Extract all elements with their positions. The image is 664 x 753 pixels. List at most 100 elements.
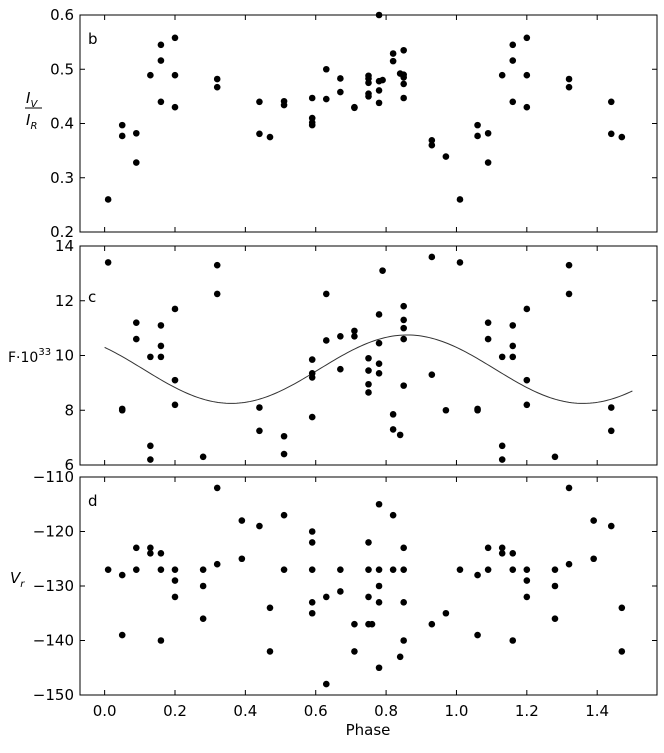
panel-c-data-point [322,337,330,344]
panel-b-y-tick-label: 0.4 [50,115,74,133]
panel-b-data-point [389,50,397,57]
panel-b-data-point [308,94,316,102]
panel-d-data-point [337,588,344,595]
panel-d-data-point [618,604,626,612]
panel-b-data-point [484,159,492,166]
panel-c-data-point [400,324,407,332]
panel-b-data-point [375,99,383,107]
panel-d-data-point [132,544,140,552]
panel-b-y-tick-label: 0.2 [50,223,74,241]
panel-b-data-point [474,121,481,129]
panel-d-data-point [238,555,246,563]
panel-d-data-point [322,593,330,601]
panel-d-data-point [456,566,464,573]
panel-b-data-point [618,133,626,141]
panel-c-data-point [365,354,372,362]
panel-d-data-point [308,599,316,606]
panel-b-data-point [607,98,615,106]
panel-b-data-point [442,153,450,160]
panel-d-data-point [484,544,492,552]
panel-d-data-point [375,500,383,508]
panel-c-data-point [389,426,397,433]
panel-b-data-point [132,159,140,166]
panel-d-data-point [400,566,407,573]
panel-b-ylabel-numerator: IV [26,89,38,110]
panel-c-data-point [565,290,573,298]
panel-c-data-point [365,380,372,388]
panel-c-data-point [157,322,165,329]
panel-d-data-point [213,484,221,492]
panel-b-data-point [498,71,506,79]
panel-d-data-point [171,593,179,601]
panel-c-data-point [523,401,531,409]
panel-d-data-point [118,571,126,579]
panel-c-data-point [375,360,383,368]
panel-c-data-point [157,342,165,350]
panel-b-y-tick-label: 0.3 [50,169,74,187]
panel-c-data-point [337,365,344,373]
panel-d-data-point [308,566,316,573]
panel-c-y-tick-label: 6 [64,456,74,474]
panel-d-data-point [389,511,397,519]
panel-d-data-point [565,560,573,568]
panel-d-data-point [509,637,517,644]
panel-c-data-point [322,290,330,298]
panel-b-data-point [365,79,372,87]
panel-b-data-point [213,83,221,91]
panel-c-data-point [400,382,407,389]
panel-d-data-point [551,615,559,622]
x-tick-label: 1.0 [445,702,469,720]
panel-d-data-point [396,653,404,661]
panel-b-data-point [147,71,154,79]
panel-d-data-point [157,637,165,644]
panel-d-data-point [308,609,316,617]
panel-d-data-point [400,637,407,644]
panel-c-data-point [375,311,383,318]
panel-d-data-point [171,577,179,584]
panel-b-data-point [337,88,344,96]
panel-c-data-point [484,319,492,326]
panel-c-data-point [365,389,372,396]
panel-d-data-point [607,522,615,530]
x-tick-label: 0.6 [304,702,328,720]
panel-b-data-point [607,130,615,138]
panel-c-data-point [308,374,316,381]
panel-d-data-point [266,604,274,612]
panel-c-data-point [104,259,112,266]
panel-d-data-point [118,631,126,639]
panel-d-data-point [523,593,531,601]
panel-b-y-ticks: 0.2 0.3 0.4 0.5 0.6 [50,6,657,241]
panel-c-data-point [280,432,288,440]
panel-c-data-point [308,413,316,421]
panel-c-flux: c 6 8 10 12 14 F·1033 [8,237,658,474]
panel-c-data-point [147,353,154,361]
panel-b-data-point [256,130,263,138]
panel-c-fit-curve [104,334,633,404]
panel-c-y-tick-label: 8 [64,401,74,419]
panel-c-data-point [523,376,531,384]
panel-c-data-point [256,427,263,435]
panel-b-data-point [308,121,316,129]
panel-d-frame [79,476,658,696]
panel-b-data-point [351,104,358,112]
panel-c-data-point [365,367,372,374]
panel-b-data-point [474,132,481,140]
panel-d-data-point [484,566,492,573]
panel-c-data-point [498,353,506,361]
panel-c-data-point [523,305,531,313]
panel-c-data-point [396,431,404,439]
panel-c-data-point [442,406,450,414]
panel-d-data-point [147,550,154,557]
panel-d-data-point [199,566,207,573]
panel-b-data-point [400,80,407,88]
panel-d-data-point [375,566,383,573]
panel-b-ylabel-denominator: IR [26,111,37,132]
panel-b-data-point [157,41,165,49]
panel-c-data-point [280,450,288,458]
panel-d-data-point [199,615,207,622]
panel-d-data-point [565,484,573,492]
panel-b-data-point [375,11,383,19]
panel-c-data-point [351,333,358,340]
panel-d-data-point [590,555,597,563]
panel-b-data-point [375,87,383,94]
